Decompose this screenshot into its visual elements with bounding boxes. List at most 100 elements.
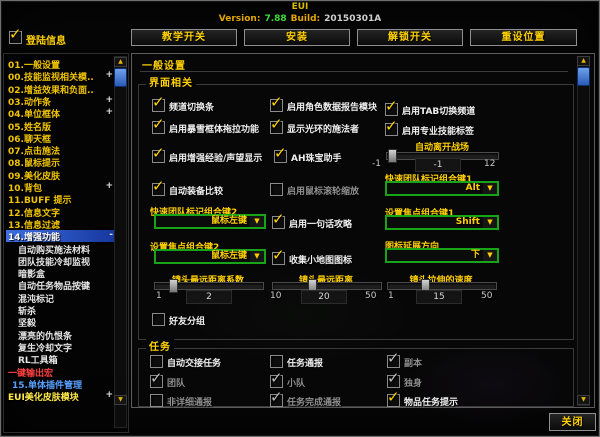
checkbox-label: 启用鼠标滚轮缩放 [287,187,360,197]
checkbox-label: 任务通报 [287,359,324,369]
sidebar-subitem[interactable]: 暗影盒 [6,267,114,280]
dropdown-value: 鼠标左键 [210,216,247,226]
checkbox-label: 收集小地图图标 [289,256,353,266]
sidebar-item[interactable]: 07.点击施法 [6,144,114,157]
sidebar-subitem[interactable]: 团队技能冷却监视 [6,255,114,268]
sidebar-subitem[interactable]: 漂亮的仇恨条 [6,329,114,342]
sidebar-item[interactable]: 10.背包 + [6,181,114,194]
chevron-down-icon[interactable]: ▼ [250,251,264,262]
sidebar-subitem[interactable]: 斩杀 [6,304,114,317]
check-icon: ✓ [274,144,287,162]
icon-grow-direction-select[interactable]: 下 ▼ [385,248,499,263]
sidebar-subitem[interactable]: 自动购买施法材料 [6,243,114,256]
sidebar-subitem[interactable]: 混沌标记 [6,292,114,305]
checkbox-box [152,150,165,163]
sidebar-item-label: 暗影盒 [18,270,46,280]
sidebar-item[interactable]: 04.单位框体 + [6,107,114,120]
sidebar-item[interactable]: 05.姓名版 [6,120,114,133]
expand-icon[interactable]: + [105,107,113,117]
quick-raid-mark-key2-label: 快速团队标记组合键2 [150,208,238,218]
sidebar-item[interactable]: 11.BUFF 提示 [6,193,114,206]
focus-key1-select[interactable]: Shift ▼ [385,215,499,230]
sidebar-subitem[interactable]: RL工具箱 [6,353,114,366]
slider-thumb[interactable] [388,149,397,163]
camera-distance-factor-slider[interactable] [154,279,264,293]
check-icon: ✓ [152,177,165,195]
checkbox-label: 非详细通报 [167,398,213,408]
unlock-toggle-button[interactable]: 解锁开关 [357,29,463,46]
focus-key2-select[interactable]: 鼠标左键 ▼ [154,249,266,264]
sidebar-scrollbar-thumb[interactable] [114,68,127,87]
expand-icon[interactable]: + [105,181,113,191]
install-button[interactable]: 安装 [244,29,350,46]
title-divider [140,71,568,72]
scroll-up-icon[interactable]: ▲ [114,57,127,67]
checkbox-box [150,375,163,388]
main-scrollbar-track[interactable] [577,56,590,406]
sidebar-item[interactable]: 03.动作条 + [6,95,114,108]
sidebar-item-label: 15.单体插件管理 [12,381,82,391]
reset-position-button[interactable]: 重设位置 [470,29,577,46]
sidebar-item-label: 13.信息过滤 [8,221,60,231]
focus-key2-label: 设置焦点组合键2 [150,243,220,253]
chevron-down-icon[interactable]: ▼ [250,216,264,227]
sidebar-subitem[interactable]: 复生冷却文字 [6,341,114,354]
sidebar-item-eui-skin[interactable]: EUI美化皮肤模块 + [6,390,114,403]
sidebar-item-label: 漂亮的仇恨条 [18,332,73,342]
chevron-down-icon[interactable]: ▼ [483,183,497,194]
sidebar-subitem[interactable]: 自动任务物品按键 [6,279,114,292]
sidebar-item-onekey-macro[interactable]: 一键输出宏 [6,366,114,379]
check-icon: ✓ [272,246,285,264]
quick-raid-mark-key2-select[interactable]: 鼠标左键 ▼ [154,214,266,229]
slider-value: 15 [416,290,462,304]
sidebar-item-label: 01.一般设置 [8,61,60,71]
build-label: Build: [290,14,321,24]
sidebar-subitem[interactable]: 坚毅 [6,316,114,329]
close-button[interactable]: 关闭 [549,413,596,431]
dropdown-value: 鼠标左键 [210,251,247,261]
sidebar-item[interactable]: 13.信息过滤 [6,218,114,231]
checkbox-label: 自动交接任务 [167,359,222,369]
scroll-up-icon[interactable]: ▲ [577,56,590,66]
checkbox-box [272,216,285,229]
main-scrollbar-thumb[interactable] [577,67,590,86]
slider-max: 50 [365,291,377,301]
sidebar-item-selected[interactable]: 14.增强功能 - [6,230,114,243]
scroll-down-icon[interactable]: ▼ [114,395,127,405]
check-icon: ✓ [152,93,165,111]
quest-group-box [138,348,574,407]
sidebar-item-label: 07.点击施法 [8,147,60,157]
sidebar-item-addon-manage[interactable]: 15.单体插件管理 [6,378,114,391]
camera-max-distance-slider[interactable] [272,279,382,293]
sidebar-item[interactable]: 01.一般设置 [6,58,114,71]
camera-zoom-speed-slider[interactable] [387,279,497,293]
quick-raid-mark-key1-select[interactable]: Alt ▼ [385,181,499,196]
chevron-down-icon[interactable]: ▼ [483,217,497,228]
check-icon: ✓ [385,117,398,135]
scroll-down-icon[interactable]: ▼ [577,395,590,405]
check-icon: ✓ [270,388,283,406]
checkbox-label: 启用增强经验/声望显示 [169,154,263,164]
collapse-icon[interactable]: - [109,230,113,240]
chevron-down-icon[interactable]: ▼ [483,250,497,261]
sidebar-item-label: RL工具箱 [18,356,58,366]
slider-thumb[interactable] [169,279,178,293]
sidebar-item[interactable]: 09.美化皮肤 [6,169,114,182]
checkbox-box [270,121,283,134]
slider-value: -1 [415,158,461,172]
sidebar-item[interactable]: 06.聊天框 [6,132,114,145]
sidebar-item[interactable]: 12.信息文字 [6,206,114,219]
sidebar-scrollbar-track[interactable] [114,56,127,428]
expand-icon[interactable]: + [105,390,113,400]
sidebar-item[interactable]: 08.鼠标提示 [6,156,114,169]
expand-icon[interactable]: + [105,70,113,80]
sidebar-item[interactable]: 00.技能监视相关模.. + [6,70,114,83]
sidebar-item[interactable]: 02.增益效果和负面.. [6,83,114,96]
tutorial-toggle-button[interactable]: 教学开关 [131,29,237,46]
expand-icon[interactable]: + [105,95,113,105]
camera-zoom-speed-label: 镜头拉伸的速度 [409,276,473,286]
checkbox-box [152,313,165,326]
focus-key1-label: 设置焦点组合键1 [385,209,455,219]
login-info-label: 登陆信息 [26,36,66,47]
